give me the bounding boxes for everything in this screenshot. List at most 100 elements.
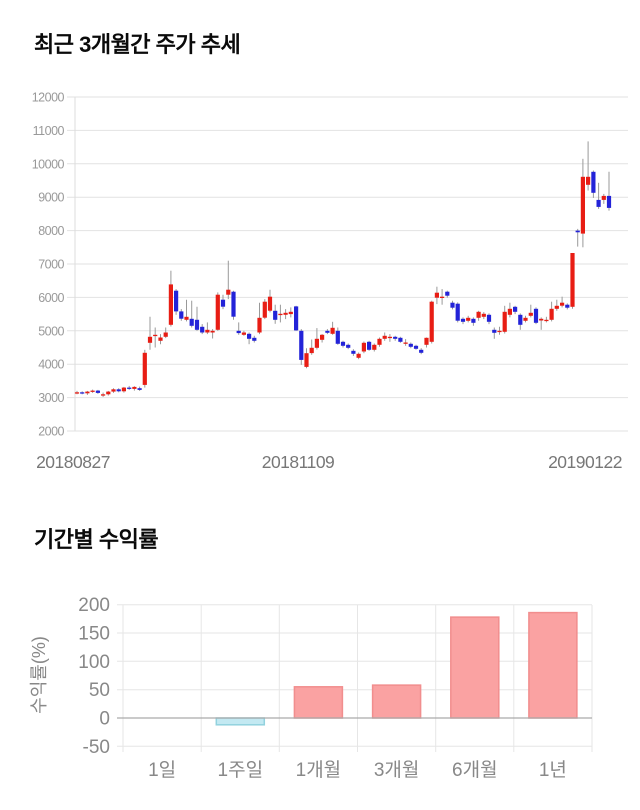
- y-axis-tick-label: 50: [89, 680, 110, 701]
- candle-body: [168, 284, 173, 325]
- candle-body: [554, 305, 559, 309]
- candle-body: [513, 306, 518, 312]
- candle-body: [356, 353, 361, 358]
- candle-body: [471, 318, 476, 323]
- candle-body: [95, 390, 100, 393]
- candle-body: [351, 350, 356, 354]
- return-bar: [450, 616, 500, 719]
- candle-body: [294, 306, 299, 331]
- candle-body: [179, 311, 184, 319]
- candle-body: [340, 341, 346, 346]
- y-axis-tick-label: 2000: [38, 425, 64, 439]
- candle-body: [262, 301, 267, 318]
- candle-body: [450, 302, 455, 308]
- x-axis-date-label: 20180827: [36, 452, 110, 472]
- candle-body: [184, 316, 189, 320]
- candle-body: [539, 318, 544, 321]
- candle-body: [523, 317, 528, 321]
- candle-body: [387, 336, 392, 339]
- candle-body: [304, 353, 309, 367]
- candle-body: [502, 311, 507, 332]
- candle-body: [330, 327, 335, 334]
- candle-body: [80, 392, 85, 394]
- y-axis-tick-label: 6000: [38, 291, 64, 305]
- candle-body: [90, 390, 95, 392]
- candle-body: [565, 304, 570, 308]
- returns-chart-title: 기간별 수익률: [34, 527, 159, 552]
- x-axis-date-label: 20181109: [262, 452, 335, 472]
- candle-body: [137, 388, 142, 390]
- candle-body: [601, 195, 606, 200]
- candle-body: [174, 290, 179, 312]
- candle-body: [257, 317, 262, 333]
- y-axis-tick-label: 8000: [38, 224, 64, 238]
- candle-body: [288, 311, 293, 315]
- y-axis-tick-label: 7000: [38, 258, 64, 272]
- candle-body: [466, 317, 471, 321]
- candle-body: [533, 308, 539, 323]
- candle-body: [147, 336, 153, 343]
- candle-body: [85, 391, 90, 394]
- y-axis-tick-label: 0: [99, 709, 110, 730]
- y-axis-tick-label: 5000: [38, 324, 64, 338]
- y-axis-tick-label: 200: [78, 595, 110, 616]
- return-bar: [371, 684, 422, 719]
- candle-body: [335, 330, 340, 344]
- candle-body: [549, 308, 554, 320]
- candle-body: [236, 330, 241, 334]
- candle-body: [299, 330, 304, 360]
- candle-body: [528, 312, 533, 316]
- y-axis-tick-label: 10000: [32, 157, 65, 171]
- candle-body: [314, 338, 319, 348]
- price-candlestick-chart: 2000 3000 4000 5000 6000 7000 8000 9000 10000 110…: [32, 91, 628, 472]
- candle-body: [153, 334, 158, 337]
- candle-body: [320, 334, 325, 340]
- return-bar: [215, 717, 266, 726]
- candle-body: [101, 394, 106, 396]
- candle-body: [497, 330, 502, 333]
- candle-body: [518, 314, 523, 325]
- return-bar: [528, 611, 578, 719]
- candle-body: [252, 337, 257, 341]
- candle-body: [116, 389, 121, 392]
- candle-body: [200, 326, 205, 333]
- y-axis-tick-label: -50: [83, 737, 110, 758]
- candle-body: [560, 302, 565, 306]
- candle-body: [445, 291, 450, 296]
- candle-body: [575, 230, 580, 233]
- candle-body: [163, 332, 168, 337]
- x-axis-category-label: 1주일: [218, 759, 264, 781]
- candle-body: [570, 253, 575, 307]
- candle-body: [127, 387, 132, 389]
- candle-body: [544, 319, 549, 322]
- candle-body: [440, 296, 445, 298]
- candle-body: [413, 345, 419, 349]
- candle-body: [455, 303, 460, 321]
- y-axis-tick-label: 9000: [38, 191, 64, 205]
- candle-body: [325, 330, 330, 333]
- candle-body: [361, 342, 366, 352]
- x-axis-category-label: 6개월: [452, 759, 498, 781]
- return-bar: [293, 686, 344, 719]
- y-axis-tick-label: 150: [78, 624, 110, 645]
- candle-body: [226, 289, 231, 295]
- candle-body: [215, 294, 220, 330]
- candle-body: [121, 387, 126, 392]
- candle-body: [283, 312, 288, 315]
- candle-body: [419, 349, 424, 353]
- returns-bar-chart: -50 0 50 100 150 200 1일 1주일 1개월 3개월 6개월 1년 수익률(%): [29, 595, 593, 781]
- candle-body: [486, 314, 492, 322]
- candle-body: [377, 338, 382, 345]
- candle-body: [476, 311, 481, 318]
- candle-body: [398, 337, 403, 342]
- candle-body: [132, 386, 137, 389]
- candle-body: [434, 292, 439, 298]
- x-axis-date-label: 20190122: [548, 452, 622, 472]
- candle-body: [507, 308, 512, 315]
- candle-body: [74, 392, 80, 394]
- candle-body: [111, 389, 116, 392]
- candle-body: [606, 195, 612, 208]
- candle-body: [273, 310, 278, 320]
- candle-body: [346, 344, 351, 348]
